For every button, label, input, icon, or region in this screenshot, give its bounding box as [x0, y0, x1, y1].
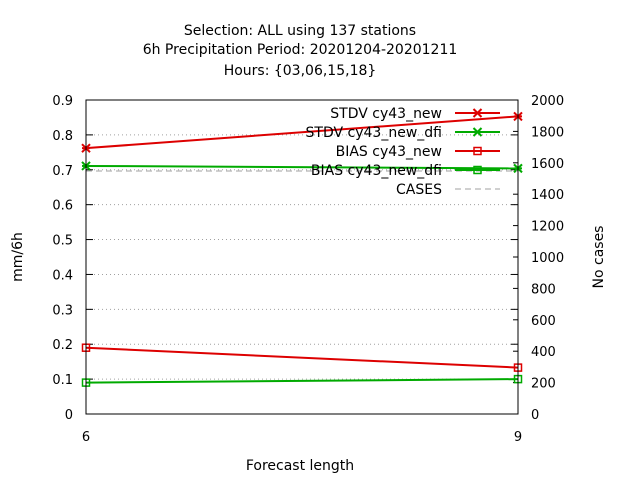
y-tick-label: 0.5	[52, 234, 73, 249]
y2-tick-label: 600	[531, 314, 556, 329]
y-tick-label: 0.4	[52, 268, 73, 283]
plot-frame	[85, 99, 519, 415]
y2-axis-label: No cases	[591, 226, 607, 289]
axis-ticks: 0 0.1 0.2 0.3 0.4 0.5 0.6 0.7 0.8 0.9 0 200 400 600 80…	[52, 94, 564, 445]
series-line-2	[85, 346, 519, 369]
x-tick-label: 9	[514, 430, 522, 445]
y-tick-label: 0	[65, 408, 73, 423]
legend-marker-0	[472, 108, 483, 118]
y2-tick-label: 1000	[531, 251, 564, 266]
y2-tick-label: 1200	[531, 220, 564, 235]
y-tick-label: 0.9	[52, 94, 73, 109]
x-tick-label: 6	[82, 430, 90, 445]
y-tick-label: 0.8	[52, 129, 73, 144]
series-line-0	[85, 115, 519, 150]
y-tick-label: 0.3	[52, 303, 73, 318]
legend-label-1: STDV cy43_new_dfi	[306, 125, 442, 141]
legend-label-4: CASES	[396, 182, 442, 198]
y-tick-label: 0.2	[52, 338, 73, 353]
legend: STDV cy43_new STDV cy43_new_dfi BIAS cy43_…	[306, 106, 500, 198]
y2-tick-label: 0	[531, 408, 539, 423]
y2-tick-label: 1400	[531, 188, 564, 203]
x-axis-label: Forecast length	[246, 458, 354, 474]
series-line-1	[85, 164, 519, 170]
legend-label-0: STDV cy43_new	[330, 106, 442, 122]
legend-marker-2	[473, 146, 482, 156]
y-tick-label: 0.7	[52, 164, 73, 179]
title-line-3: Hours: {03,06,15,18}	[224, 63, 377, 79]
legend-label-3: BIAS cy43_new_dfi	[311, 163, 442, 179]
series-line-3	[85, 378, 519, 384]
series-lines	[81, 111, 523, 387]
legend-marker-1	[472, 127, 483, 137]
legend-marker-3	[473, 165, 482, 175]
legend-label-2: BIAS cy43_new	[336, 144, 442, 160]
y2-tick-label: 400	[531, 345, 556, 360]
chart-title: Selection: ALL using 137 stations 6h Pre…	[143, 23, 458, 79]
y2-tick-label: 200	[531, 377, 556, 392]
title-line-2: 6h Precipitation Period: 20201204-202012…	[143, 42, 458, 58]
y2-tick-label: 800	[531, 282, 556, 297]
title-line-1: Selection: ALL using 137 stations	[184, 23, 416, 39]
y-tick-label: 0.6	[52, 199, 73, 214]
y2-tick-label: 1600	[531, 157, 564, 172]
y-axis-label: mm/6h	[10, 232, 26, 282]
y2-tick-label: 2000	[531, 94, 564, 109]
y2-tick-label: 1800	[531, 125, 564, 140]
y-tick-label: 0.1	[52, 373, 73, 388]
grid	[86, 134, 518, 380]
